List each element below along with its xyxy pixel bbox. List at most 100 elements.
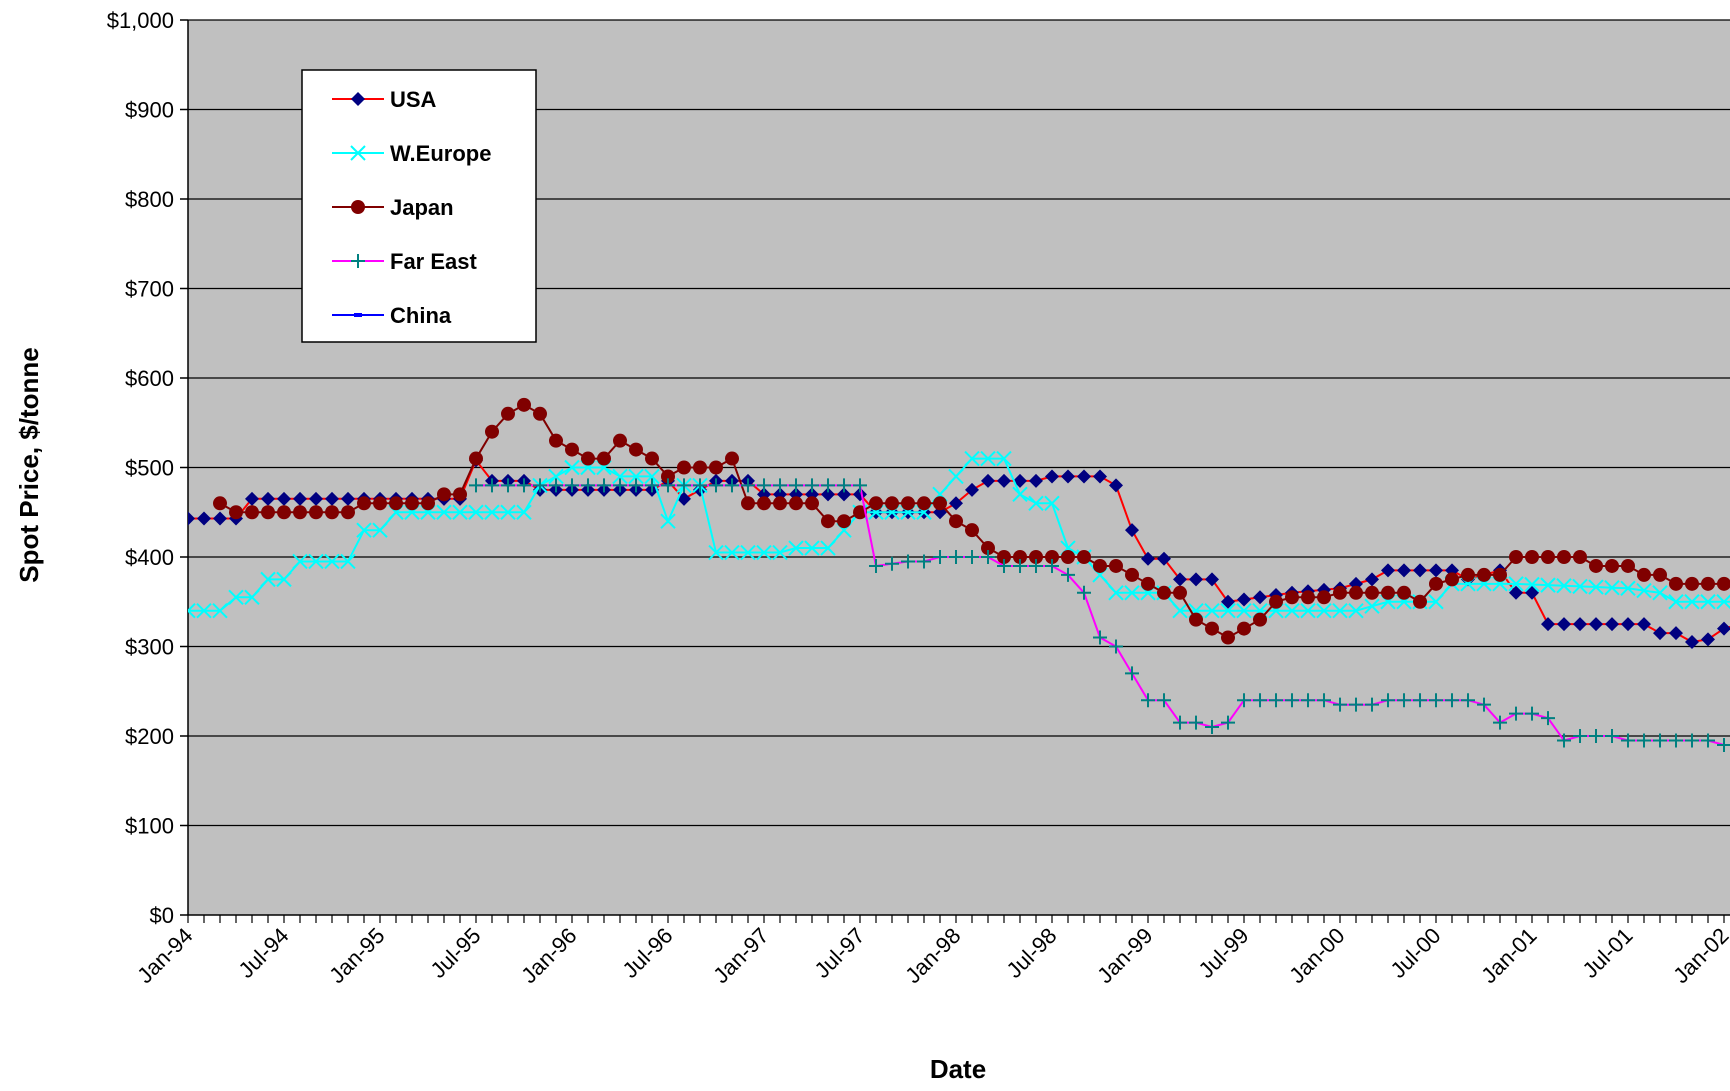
y-tick-label: $1,000 <box>107 8 174 33</box>
data-point <box>757 496 771 511</box>
data-point <box>1301 693 1315 708</box>
data-point <box>1493 567 1507 582</box>
data-point <box>1621 617 1635 632</box>
legend-item: Japan <box>332 195 454 220</box>
data-point <box>1701 632 1715 647</box>
data-point <box>188 511 195 526</box>
x-tick-label: Jul-01 <box>1577 923 1637 983</box>
data-point <box>1413 594 1427 609</box>
data-point <box>1669 733 1683 748</box>
data-point <box>645 478 659 493</box>
data-point <box>548 468 564 485</box>
y-tick-label: $600 <box>125 366 174 391</box>
data-point <box>421 496 435 511</box>
data-point <box>965 523 979 538</box>
data-point <box>500 504 516 520</box>
data-point <box>949 514 963 529</box>
x-tick-label: Jan-99 <box>1092 923 1157 988</box>
data-point <box>1540 577 1556 593</box>
data-point <box>1237 621 1251 636</box>
data-point <box>1173 715 1187 730</box>
data-point <box>1556 578 1572 594</box>
data-point <box>1013 550 1027 564</box>
data-point <box>1220 602 1236 619</box>
data-point <box>1012 486 1028 503</box>
data-point <box>293 505 307 520</box>
data-point <box>1253 693 1267 708</box>
data-point <box>1397 563 1411 578</box>
data-point <box>1525 550 1539 564</box>
data-point <box>341 505 355 520</box>
data-point <box>1541 711 1555 726</box>
data-point <box>1685 635 1699 650</box>
y-tick-label: $800 <box>125 187 174 212</box>
data-point <box>820 540 836 556</box>
data-point <box>1557 550 1571 564</box>
data-point <box>708 544 724 561</box>
data-point <box>1029 558 1043 573</box>
data-point <box>1157 693 1171 708</box>
data-point <box>1477 567 1491 582</box>
data-point <box>356 522 372 538</box>
y-tick-label: $700 <box>125 277 174 302</box>
x-tick-label: Jul-97 <box>809 923 869 983</box>
data-point <box>805 496 819 511</box>
data-point <box>629 478 643 493</box>
data-point <box>1044 495 1060 512</box>
data-point <box>1685 733 1699 748</box>
data-point <box>757 478 771 493</box>
data-point <box>350 145 366 161</box>
y-tick-label: $100 <box>125 814 174 839</box>
data-point <box>1109 558 1123 573</box>
data-point <box>613 433 627 448</box>
data-point <box>1013 558 1027 573</box>
data-point <box>1189 715 1203 730</box>
data-point <box>1573 550 1587 564</box>
data-point <box>1653 567 1667 582</box>
data-point <box>853 487 867 502</box>
data-point <box>389 496 403 511</box>
data-point <box>1605 617 1619 632</box>
data-point <box>1429 693 1443 708</box>
data-point <box>229 505 243 520</box>
data-point <box>1077 550 1091 564</box>
data-point <box>1093 630 1107 645</box>
data-point <box>597 478 611 493</box>
data-point <box>1061 469 1075 484</box>
data-point <box>1349 585 1363 600</box>
data-point <box>628 468 644 485</box>
data-point <box>1524 576 1540 593</box>
data-point <box>1284 602 1300 619</box>
data-point <box>788 540 804 556</box>
y-axis-title: Spot Price, $/tonne <box>14 347 44 583</box>
data-point <box>917 554 931 569</box>
legend-item: USA <box>332 87 437 112</box>
data-point <box>1620 580 1636 597</box>
data-point <box>1141 551 1155 566</box>
data-point <box>1509 550 1523 564</box>
data-point <box>965 550 979 564</box>
data-point <box>1637 617 1651 632</box>
data-point <box>468 504 484 520</box>
data-point <box>901 554 915 569</box>
data-point <box>1621 733 1635 748</box>
data-point <box>1237 693 1251 708</box>
data-point <box>837 487 851 502</box>
data-point <box>324 553 340 570</box>
data-point <box>1701 576 1715 591</box>
data-point <box>1045 469 1059 484</box>
data-point <box>1093 558 1107 573</box>
data-point <box>1141 576 1155 591</box>
data-point <box>853 505 867 520</box>
data-point <box>340 553 356 570</box>
data-point <box>741 496 755 511</box>
data-point <box>1077 585 1091 600</box>
data-point <box>277 505 291 520</box>
data-point <box>1221 630 1235 645</box>
data-point <box>1605 558 1619 573</box>
data-point <box>1189 612 1203 627</box>
data-point <box>964 450 980 467</box>
data-point <box>869 558 883 573</box>
data-point <box>1157 585 1171 600</box>
data-point <box>949 496 963 511</box>
